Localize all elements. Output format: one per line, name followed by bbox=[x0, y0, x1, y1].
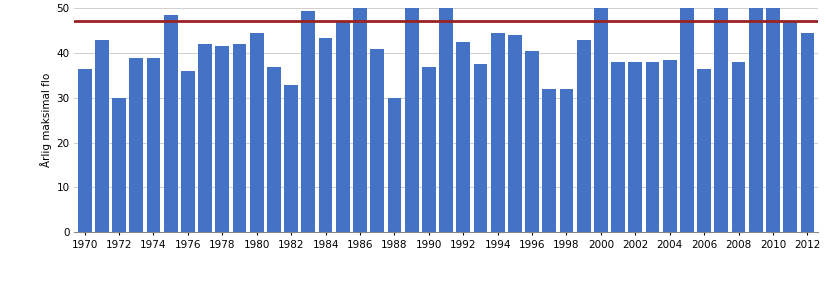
Bar bbox=[301, 11, 316, 232]
Bar bbox=[405, 8, 419, 232]
Bar bbox=[147, 58, 160, 232]
Bar bbox=[354, 8, 367, 232]
Bar bbox=[594, 8, 608, 232]
Bar bbox=[800, 33, 814, 232]
Bar bbox=[732, 62, 745, 232]
Bar bbox=[611, 62, 625, 232]
Bar bbox=[662, 60, 676, 232]
Bar bbox=[646, 62, 659, 232]
Bar bbox=[491, 33, 505, 232]
Bar bbox=[130, 58, 143, 232]
Y-axis label: Årlig maksimal flo: Årlig maksimal flo bbox=[40, 73, 52, 168]
Bar bbox=[78, 69, 92, 232]
Bar bbox=[112, 98, 126, 232]
Bar bbox=[560, 89, 573, 232]
Bar bbox=[577, 40, 591, 232]
Bar bbox=[216, 46, 230, 232]
Bar bbox=[456, 42, 470, 232]
Bar bbox=[181, 71, 195, 232]
Bar bbox=[370, 49, 384, 232]
Bar bbox=[749, 8, 762, 232]
Bar bbox=[680, 8, 694, 232]
Bar bbox=[284, 85, 298, 232]
Bar bbox=[439, 8, 453, 232]
Bar bbox=[422, 67, 436, 232]
Bar bbox=[714, 8, 729, 232]
Bar bbox=[697, 69, 711, 232]
Bar bbox=[250, 33, 263, 232]
Bar bbox=[525, 51, 539, 232]
Bar bbox=[336, 22, 349, 232]
Bar bbox=[783, 22, 797, 232]
Bar bbox=[473, 65, 487, 232]
Bar bbox=[233, 44, 246, 232]
Bar bbox=[319, 38, 332, 232]
Bar bbox=[95, 40, 109, 232]
Bar bbox=[543, 89, 556, 232]
Bar bbox=[387, 98, 401, 232]
Bar bbox=[629, 62, 643, 232]
Bar bbox=[508, 35, 522, 232]
Bar bbox=[198, 44, 212, 232]
Bar bbox=[164, 15, 178, 232]
Bar bbox=[766, 8, 780, 232]
Bar bbox=[267, 67, 281, 232]
